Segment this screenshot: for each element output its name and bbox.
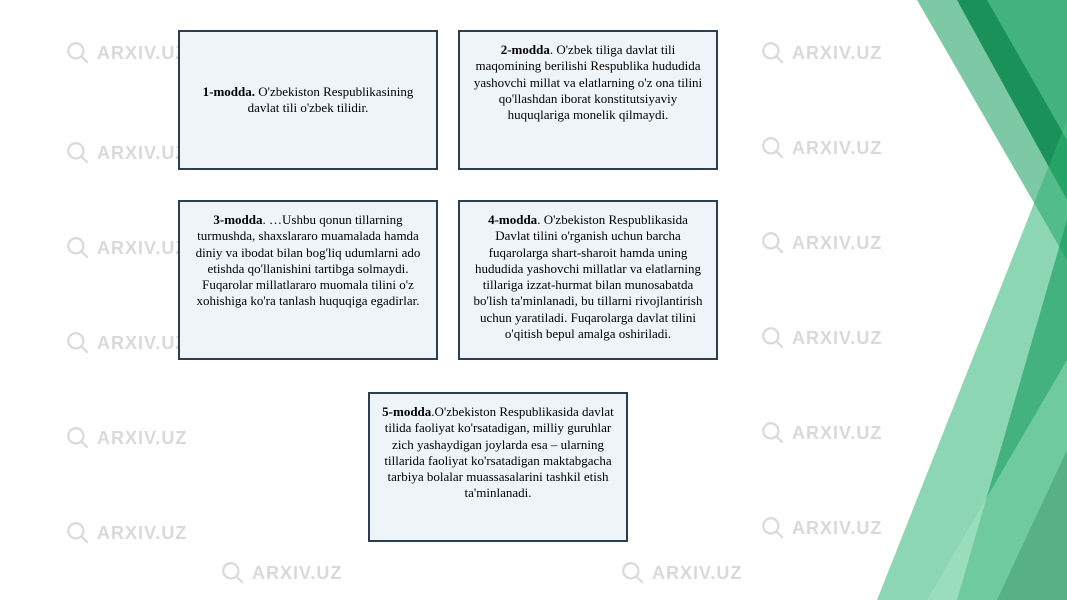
article-3-card: 3-modda. …Ushbu qonun tillarning turmush…: [178, 200, 438, 360]
article-3-title: 3-modda: [213, 212, 262, 227]
article-1-title: 1-modda.: [203, 84, 255, 99]
article-1-card: 1-modda. O'zbekiston Respublikasining da…: [178, 30, 438, 170]
article-4-card: 4-modda. O'zbekiston Respublikasida Davl…: [458, 200, 718, 360]
article-4-body: . O'zbekiston Respublikasida Davlat tili…: [474, 212, 703, 341]
article-4-title: 4-modda: [488, 212, 537, 227]
content-area: 1-modda. O'zbekiston Respublikasining da…: [0, 0, 1067, 600]
article-5-card: 5-modda.O'zbekiston Respublikasida davla…: [368, 392, 628, 542]
article-1-body: O'zbekiston Respublikasining davlat tili…: [248, 84, 414, 115]
article-5-title: 5-modda: [382, 404, 431, 419]
article-2-title: 2-modda: [501, 42, 550, 57]
article-2-card: 2-modda. O'zbek tiliga davlat tili maqom…: [458, 30, 718, 170]
